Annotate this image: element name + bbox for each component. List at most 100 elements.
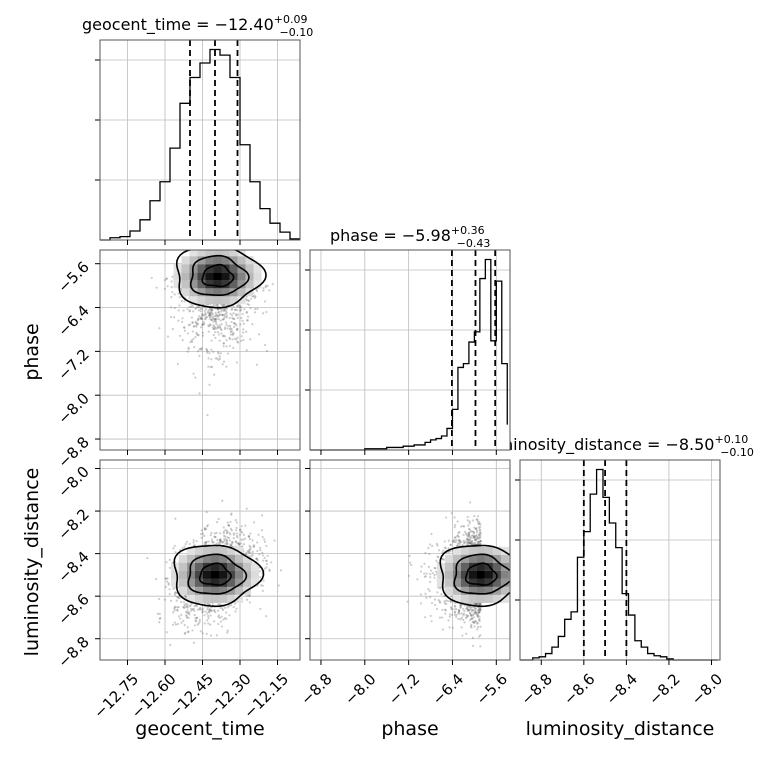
sample-point [468,541,471,544]
sample-point [448,613,452,616]
sample-point [208,603,211,606]
sample-point [222,341,225,345]
sample-point [471,617,474,621]
sample-point [435,607,439,611]
sample-point [255,557,259,561]
sample-point [212,541,215,544]
sample-point [240,339,243,342]
sample-point [185,614,188,617]
sample-point [210,348,213,351]
sample-point [471,610,474,613]
sample-point [198,618,201,622]
sample-point [183,329,186,332]
y-tick-label: −8.0 [54,463,92,501]
density-cell [195,546,203,555]
density-cell [237,256,246,265]
sample-point [192,325,195,328]
sample-point [224,535,227,538]
scatter-panel-geocent-time-vs-luminosity-distance: −12.75−12.60−12.45−12.30−12.15−8.8−8.6−8… [54,459,301,722]
sample-point [213,532,216,535]
sample-point [210,339,213,342]
sample-point [181,317,184,320]
sample-point [266,284,269,287]
sample-point [214,313,218,316]
sample-point [225,323,228,327]
sample-point [168,592,171,596]
sample-point [230,513,233,516]
sample-point [230,330,233,333]
sample-point [476,613,479,617]
density-cell [229,280,238,289]
sample-point [218,339,221,342]
density-cell [181,288,190,297]
sample-point [210,311,213,314]
sample-point [218,313,221,316]
sample-point [465,533,468,536]
sample-point [478,529,482,532]
sample-point [477,540,480,544]
sample-point [245,310,248,314]
sample-point [240,530,243,533]
sample-point [467,609,470,612]
density-cell [213,288,222,297]
histogram-panel-geocent-time [95,39,301,245]
sample-point [236,336,239,339]
sample-point [450,595,453,598]
sample-point [221,314,224,317]
sample-point [478,610,481,613]
sample-point [171,623,175,626]
sample-point [188,309,191,312]
sample-point [228,539,231,542]
sample-point [209,324,212,327]
sample-point [193,325,196,328]
sample-point [472,613,475,616]
sample-point [155,577,158,581]
x-axis-label-luminosity-distance: luminosity_distance [526,718,715,740]
sample-point [199,326,203,329]
sample-point [466,606,469,610]
sample-point [236,328,239,332]
sample-point [188,305,191,308]
density-cell [245,280,254,289]
sample-point [258,333,261,336]
sample-point [268,289,271,292]
sample-point [211,312,215,316]
sample-point [210,318,213,321]
sample-point [218,542,222,545]
sample-point [214,318,217,321]
sample-point [211,541,214,544]
sample-point [217,609,220,612]
density-cell [197,250,206,257]
sample-point [232,532,235,535]
sample-point [448,626,451,629]
sample-point [476,628,479,631]
sample-point [246,302,249,306]
sample-point [186,611,189,614]
sample-point [204,317,208,320]
sample-point [222,526,225,529]
sample-point [186,609,189,612]
sample-point [207,357,210,360]
sample-point [212,324,215,327]
sample-point [227,536,231,540]
sample-point [250,555,253,558]
sample-point [205,511,208,514]
sample-point [205,527,208,531]
sample-point [204,610,207,613]
sample-point [171,328,174,331]
sample-point [239,528,242,531]
sample-point [183,326,186,329]
sample-point [475,531,479,534]
sample-point [444,547,447,550]
sample-point [171,275,174,278]
sample-point [183,603,186,606]
sample-point [466,608,469,611]
sample-point [165,277,168,280]
sample-point [198,608,202,611]
sample-point [450,613,454,616]
sample-point [247,535,251,538]
sample-point [238,309,242,312]
sample-point [199,348,202,351]
sample-point [225,611,228,614]
sample-point [457,531,460,534]
